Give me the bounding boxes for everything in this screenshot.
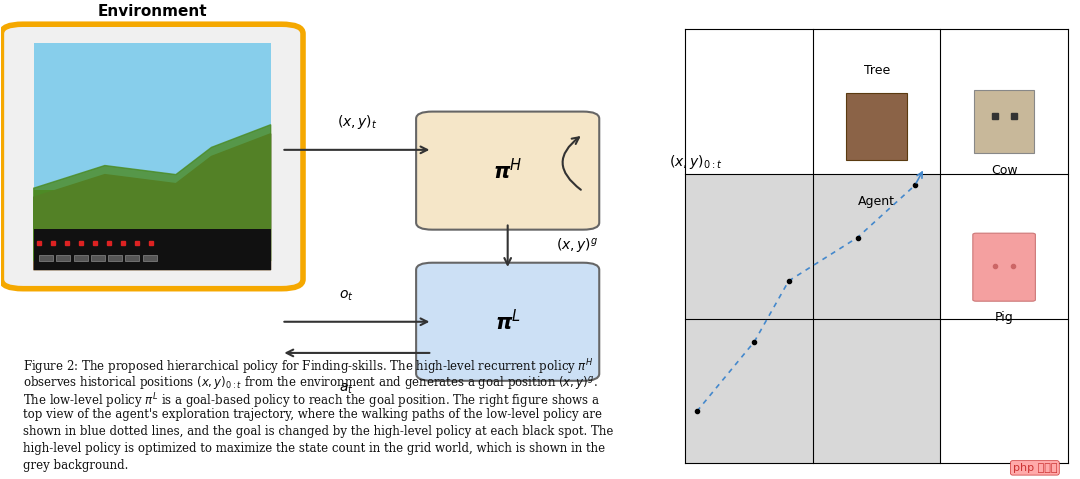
Polygon shape xyxy=(33,134,271,270)
Text: $a_t$: $a_t$ xyxy=(339,381,353,396)
Text: Cow: Cow xyxy=(990,164,1017,177)
Text: Environment: Environment xyxy=(97,4,207,20)
Text: $\boldsymbol{\pi}^L$: $\boldsymbol{\pi}^L$ xyxy=(495,309,521,334)
Text: $\boldsymbol{\pi}^H$: $\boldsymbol{\pi}^H$ xyxy=(492,158,523,183)
Text: Tree: Tree xyxy=(864,64,890,77)
FancyBboxPatch shape xyxy=(33,43,271,191)
Text: shown in blue dotted lines, and the goal is changed by the high-level policy at : shown in blue dotted lines, and the goal… xyxy=(23,425,613,438)
Text: $(x,y)_{0:t}$: $(x,y)_{0:t}$ xyxy=(670,153,724,171)
FancyBboxPatch shape xyxy=(973,233,1036,301)
Text: high-level policy is optimized to maximize the state count in the grid world, wh: high-level policy is optimized to maximi… xyxy=(23,442,605,455)
Text: $(x,y)_t$: $(x,y)_t$ xyxy=(337,113,377,131)
Text: The low-level policy $\pi^L$ is a goal-based policy to reach the goal position. : The low-level policy $\pi^L$ is a goal-b… xyxy=(23,391,600,411)
Text: top view of the agent's exploration trajectory, where the walking paths of the l: top view of the agent's exploration traj… xyxy=(23,408,602,421)
Text: Agent: Agent xyxy=(859,195,895,208)
FancyBboxPatch shape xyxy=(416,112,599,229)
Text: grey background.: grey background. xyxy=(23,459,129,472)
Bar xyxy=(56,255,70,261)
Bar xyxy=(39,255,53,261)
Bar xyxy=(73,255,87,261)
Bar xyxy=(813,319,941,464)
Bar xyxy=(143,255,157,261)
FancyBboxPatch shape xyxy=(974,90,1035,153)
Text: $(x,y)^g$: $(x,y)^g$ xyxy=(556,237,598,256)
Bar xyxy=(108,255,122,261)
Bar xyxy=(813,174,941,319)
FancyBboxPatch shape xyxy=(33,191,271,270)
Bar xyxy=(33,229,271,270)
Text: $o_t$: $o_t$ xyxy=(339,288,353,303)
Text: observes historical positions $(x,y)_{0:t}$ from the environment and generates a: observes historical positions $(x,y)_{0:… xyxy=(23,374,597,391)
Bar xyxy=(686,174,813,319)
Bar xyxy=(91,255,105,261)
FancyBboxPatch shape xyxy=(416,262,599,381)
Bar xyxy=(686,319,813,464)
Bar xyxy=(125,255,139,261)
Polygon shape xyxy=(33,125,271,261)
FancyBboxPatch shape xyxy=(847,93,907,160)
Text: Pig: Pig xyxy=(995,311,1013,324)
FancyBboxPatch shape xyxy=(1,24,303,289)
Text: php 中文网: php 中文网 xyxy=(1013,463,1057,473)
Text: Figure 2: The proposed hierarchical policy for Finding-skills. The high-level re: Figure 2: The proposed hierarchical poli… xyxy=(23,357,594,377)
